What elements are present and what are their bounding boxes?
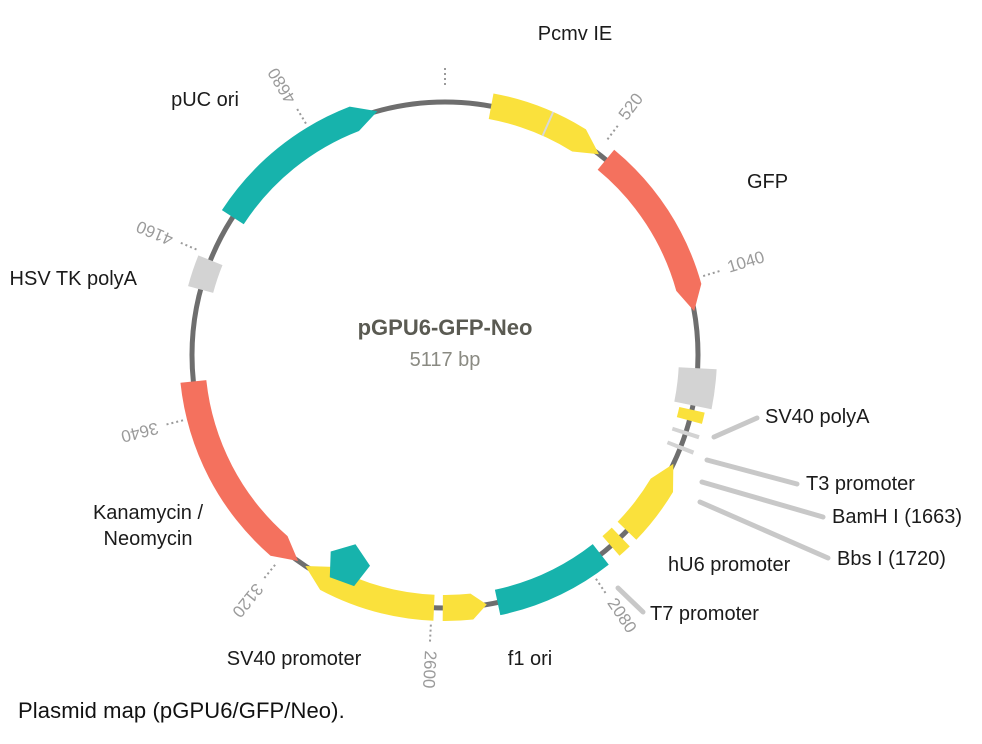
feature-shape[interactable] — [329, 544, 370, 587]
feature-label-t3-promoter: T3 promoter — [806, 473, 915, 495]
feature-t3-promoter[interactable] — [676, 406, 705, 424]
feature-shape[interactable] — [671, 426, 700, 440]
feature-label-line: Kanamycin / — [93, 502, 203, 524]
leader-line-sv40-polya — [711, 415, 760, 440]
tick-4160: 4160 — [134, 217, 197, 251]
feature-t7-promoter[interactable] — [602, 527, 630, 556]
feature-label-line: T7 promoter — [650, 603, 759, 625]
feature-shape[interactable] — [180, 380, 299, 561]
tick-mark — [165, 419, 184, 426]
leader-line-t7-promoter — [615, 585, 646, 615]
feature-loose-pentagon[interactable] — [329, 544, 370, 587]
feature-label-line: SV40 promoter — [227, 648, 362, 670]
feature-label-puc-ori: pUC ori — [171, 89, 239, 111]
feature-f1-ori-arrow[interactable] — [442, 593, 487, 621]
tick-label: 4680 — [264, 64, 300, 106]
plasmid-name: pGPU6-GFP-Neo — [358, 315, 533, 340]
feature-shape[interactable] — [597, 149, 702, 312]
tick-mark — [606, 124, 620, 140]
tick-mark — [295, 107, 307, 125]
feature-shape[interactable] — [602, 527, 630, 556]
feature-label-line: GFP — [747, 171, 788, 193]
feature-shape[interactable] — [494, 544, 609, 616]
feature-label-t7-promoter: T7 promoter — [650, 603, 759, 625]
feature-label-pcmv-ie: Pcmv IE — [538, 23, 612, 45]
tick-label: 520 — [615, 90, 647, 124]
tick-mark — [702, 269, 721, 278]
tick-3120: 3120 — [228, 564, 276, 621]
feature-label-line: Pcmv IE — [538, 23, 612, 45]
tick-1040: 1040 — [702, 247, 767, 278]
feature-shape[interactable] — [488, 93, 600, 155]
tick-3640: 3640 — [119, 418, 184, 446]
tick-mark — [595, 578, 607, 595]
tick-label: 3120 — [228, 580, 267, 621]
feature-shape[interactable] — [666, 440, 695, 455]
feature-kanamycin-neomycin[interactable] — [180, 380, 299, 561]
feature-label-line: T3 promoter — [806, 473, 915, 495]
feature-divider — [541, 111, 555, 137]
feature-label-hsv-tk-polya: HSV TK polyA — [10, 268, 138, 290]
tick-label: 4160 — [134, 217, 176, 249]
feature-label-line: Neomycin — [104, 528, 193, 550]
tick-label: 3640 — [119, 418, 160, 446]
feature-label-gfp: GFP — [747, 171, 788, 193]
leader-line-bamhi-site — [699, 479, 826, 520]
feature-sv40-promoter[interactable] — [305, 565, 435, 621]
feature-hsv-tk-polya[interactable] — [188, 255, 223, 293]
feature-label-sv40-polya: SV40 polyA — [765, 406, 870, 428]
feature-label-line: pUC ori — [171, 89, 239, 111]
tick-mark — [179, 241, 197, 251]
leader-line-t3-promoter — [704, 457, 800, 487]
feature-shape[interactable] — [674, 367, 717, 410]
feature-label-kanamycin-neomycin: Kanamycin / Neomycin — [93, 502, 203, 550]
tick-4680: 4680 — [264, 64, 307, 125]
feature-bamhi-site[interactable] — [671, 426, 700, 440]
tick-label: 1040 — [725, 247, 767, 276]
feature-label-f1-ori: f1 ori — [508, 648, 552, 670]
feature-label-bamhi-site: BamH I (1663) — [832, 506, 962, 528]
feature-label-line: SV40 polyA — [765, 406, 870, 428]
leader-line-bbsi-site — [697, 499, 831, 561]
feature-f1-ori[interactable] — [494, 544, 609, 616]
feature-shape[interactable] — [676, 406, 705, 424]
feature-gfp[interactable] — [597, 149, 702, 312]
feature-label-bbsi-site: Bbs I (1720) — [837, 548, 946, 570]
feature-label-line: f1 ori — [508, 648, 552, 670]
feature-label-sv40-promoter: SV40 promoter — [227, 648, 362, 670]
feature-label-line: hU6 promoter — [668, 554, 791, 576]
feature-labels-layer: Pcmv IE GFP SV40 polyA T3 promoter BamH I (1… — [10, 23, 963, 670]
feature-pcmv-ie[interactable] — [488, 93, 600, 155]
feature-shape[interactable] — [188, 255, 223, 293]
plasmid-length: 5117 bp — [410, 349, 481, 371]
feature-shape[interactable] — [617, 463, 674, 540]
leader-lines-layer — [615, 415, 831, 615]
feature-shape[interactable] — [305, 565, 435, 621]
feature-label-line: BamH I (1663) — [832, 506, 962, 528]
tick-label: 2600 — [419, 650, 440, 689]
figure-caption: Plasmid map (pGPU6/GFP/Neo). — [18, 698, 345, 723]
feature-puc-ori[interactable] — [221, 106, 378, 225]
tick-mark — [428, 624, 432, 643]
feature-shape[interactable] — [442, 593, 487, 621]
feature-bbsi-site[interactable] — [666, 440, 695, 455]
tick-520: 520 — [606, 90, 647, 140]
feature-hu6-promoter[interactable] — [617, 463, 674, 540]
feature-label-line: HSV TK polyA — [10, 268, 138, 290]
tick-2600: 2600 — [419, 624, 440, 689]
feature-label-line: Bbs I (1720) — [837, 548, 946, 570]
feature-sv40-polya[interactable] — [674, 367, 717, 410]
feature-shape[interactable] — [221, 106, 378, 225]
features-layer — [180, 93, 717, 621]
tick-mark — [262, 564, 276, 580]
feature-label-hu6-promoter: hU6 promoter — [668, 554, 791, 576]
